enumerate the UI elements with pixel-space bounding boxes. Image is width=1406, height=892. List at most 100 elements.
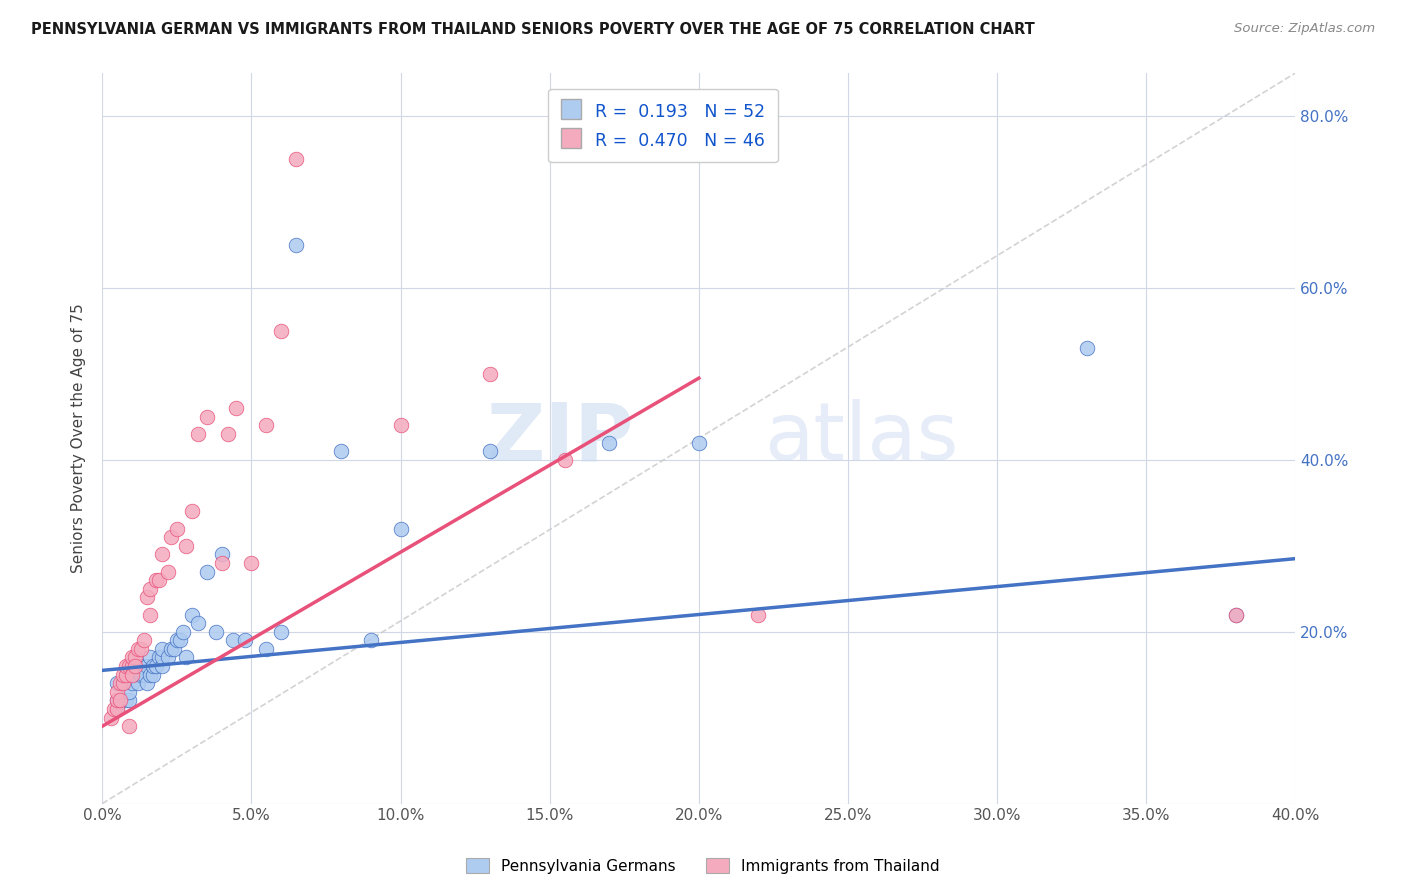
Point xyxy=(148,650,170,665)
Point xyxy=(598,435,620,450)
Point xyxy=(142,659,165,673)
Text: Source: ZipAtlas.com: Source: ZipAtlas.com xyxy=(1234,22,1375,36)
Point xyxy=(187,427,209,442)
Point xyxy=(121,676,143,690)
Point xyxy=(105,685,128,699)
Point xyxy=(159,530,181,544)
Point xyxy=(150,641,173,656)
Point xyxy=(127,676,149,690)
Point xyxy=(139,667,162,681)
Point xyxy=(132,667,155,681)
Text: atlas: atlas xyxy=(765,400,959,477)
Point xyxy=(127,641,149,656)
Point xyxy=(1225,607,1247,622)
Point xyxy=(688,435,710,450)
Point xyxy=(747,607,769,622)
Point xyxy=(156,565,179,579)
Point xyxy=(105,702,128,716)
Point xyxy=(211,556,233,570)
Point xyxy=(129,667,152,681)
Point xyxy=(136,676,159,690)
Point xyxy=(166,522,188,536)
Point xyxy=(105,702,128,716)
Point xyxy=(479,367,502,381)
Point xyxy=(389,522,412,536)
Point xyxy=(132,633,155,648)
Point xyxy=(121,667,143,681)
Point xyxy=(166,633,188,648)
Point xyxy=(118,693,141,707)
Point xyxy=(145,573,167,587)
Point xyxy=(103,702,125,716)
Point xyxy=(204,624,226,639)
Point xyxy=(174,539,197,553)
Point xyxy=(139,650,162,665)
Point xyxy=(254,641,277,656)
Point xyxy=(108,693,131,707)
Point xyxy=(100,711,122,725)
Point xyxy=(121,659,143,673)
Text: ZIP: ZIP xyxy=(486,400,633,477)
Point xyxy=(225,401,247,416)
Point xyxy=(187,616,209,631)
Point xyxy=(115,667,138,681)
Point xyxy=(285,152,308,166)
Point xyxy=(129,659,152,673)
Legend: R =  0.193   N = 52, R =  0.470   N = 46: R = 0.193 N = 52, R = 0.470 N = 46 xyxy=(548,89,778,162)
Point xyxy=(121,659,143,673)
Point xyxy=(127,667,149,681)
Point xyxy=(115,693,138,707)
Point xyxy=(139,607,162,622)
Point xyxy=(174,650,197,665)
Point xyxy=(105,676,128,690)
Point xyxy=(222,633,245,648)
Point xyxy=(1076,341,1098,355)
Legend: Pennsylvania Germans, Immigrants from Thailand: Pennsylvania Germans, Immigrants from Th… xyxy=(460,852,946,880)
Point xyxy=(124,650,146,665)
Point xyxy=(389,418,412,433)
Point xyxy=(169,633,191,648)
Point xyxy=(105,693,128,707)
Point xyxy=(124,659,146,673)
Point xyxy=(235,633,257,648)
Point xyxy=(270,624,292,639)
Text: PENNSYLVANIA GERMAN VS IMMIGRANTS FROM THAILAND SENIORS POVERTY OVER THE AGE OF : PENNSYLVANIA GERMAN VS IMMIGRANTS FROM T… xyxy=(31,22,1035,37)
Point xyxy=(180,607,202,622)
Point xyxy=(195,409,218,424)
Point xyxy=(172,624,194,639)
Y-axis label: Seniors Poverty Over the Age of 75: Seniors Poverty Over the Age of 75 xyxy=(72,303,86,574)
Point xyxy=(115,659,138,673)
Point xyxy=(285,238,308,252)
Point xyxy=(360,633,382,648)
Point xyxy=(159,641,181,656)
Point xyxy=(136,591,159,605)
Point xyxy=(329,444,352,458)
Point xyxy=(240,556,263,570)
Point xyxy=(211,547,233,561)
Point xyxy=(270,324,292,338)
Point xyxy=(150,659,173,673)
Point xyxy=(118,659,141,673)
Point xyxy=(554,452,576,467)
Point xyxy=(112,676,135,690)
Point xyxy=(115,667,138,681)
Point xyxy=(148,573,170,587)
Point xyxy=(1225,607,1247,622)
Point xyxy=(112,676,135,690)
Point xyxy=(217,427,239,442)
Point xyxy=(163,641,186,656)
Point xyxy=(180,504,202,518)
Point xyxy=(150,547,173,561)
Point xyxy=(136,659,159,673)
Point xyxy=(150,650,173,665)
Point xyxy=(479,444,502,458)
Point xyxy=(139,582,162,596)
Point xyxy=(105,693,128,707)
Point xyxy=(129,641,152,656)
Point xyxy=(118,685,141,699)
Point xyxy=(118,719,141,733)
Point xyxy=(108,676,131,690)
Point xyxy=(142,667,165,681)
Point xyxy=(121,650,143,665)
Point xyxy=(254,418,277,433)
